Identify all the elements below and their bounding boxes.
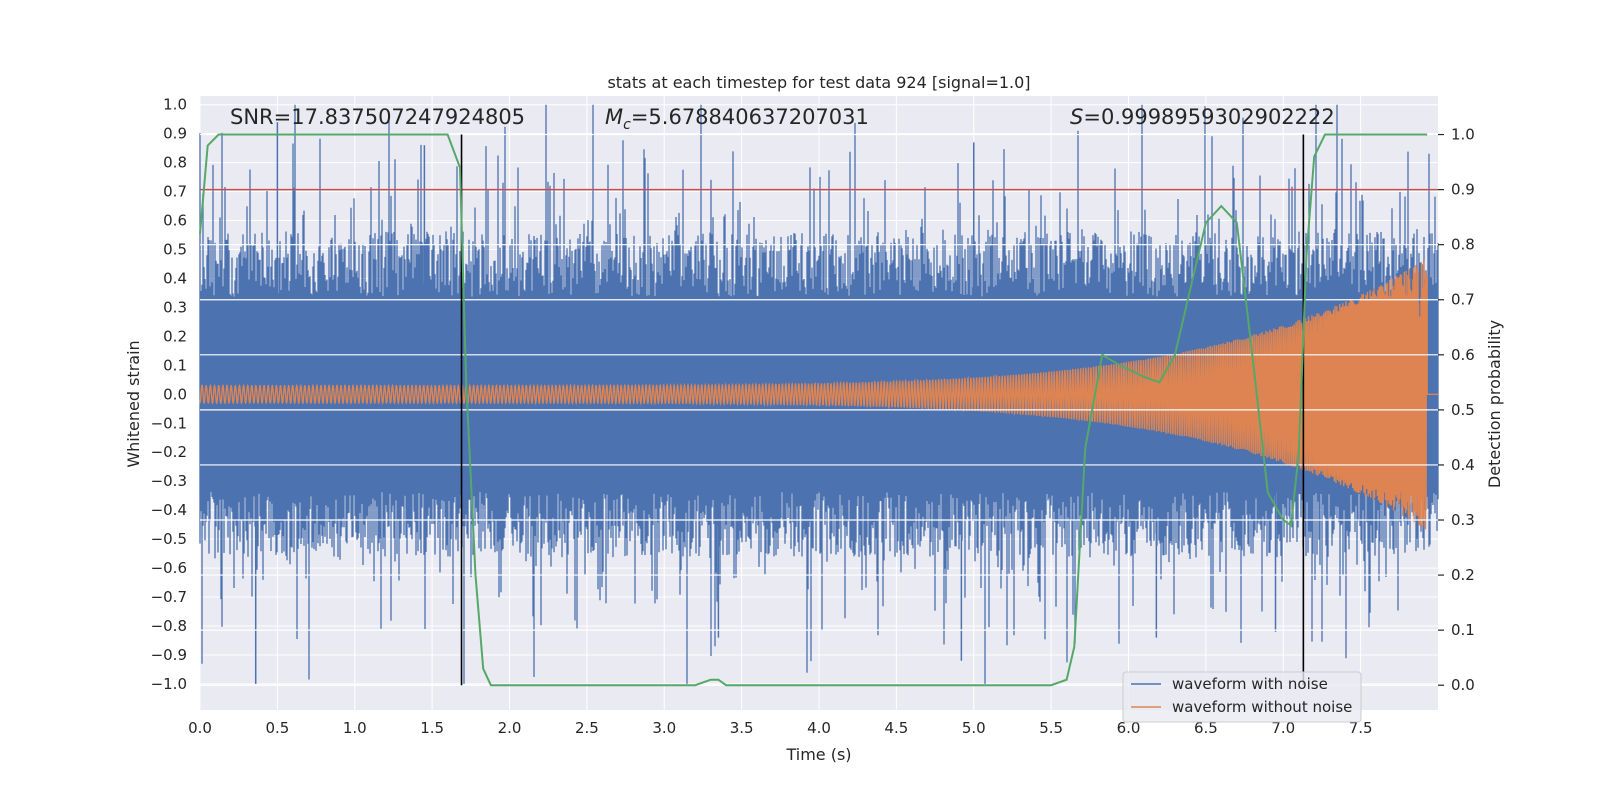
- y-left-tick-label-3: 0.7: [163, 183, 187, 201]
- y-axis-right: 1.0 0.9 0.8 0.7 0.6 0.5 0.4 0.3 0.2 0.1 0.0: [1438, 126, 1475, 694]
- x-tick-label-4: 2.0: [498, 719, 522, 737]
- detection-probability-line: [199, 133, 1428, 687]
- x-tick-label-1: 0.5: [265, 719, 289, 737]
- y-left-tick-label-6: 0.4: [163, 269, 187, 287]
- y-left-tick-label-2: 0.8: [163, 154, 187, 172]
- y-right-tick-label-3: 0.7: [1451, 291, 1475, 309]
- y-right-tick-label-7: 0.3: [1451, 511, 1475, 529]
- y-left-tick-label-12: −0.2: [151, 443, 187, 461]
- x-axis: 0.0 0.5 1.0 1.5 2.0 2.5 3.0 3.5 4.0 4.5 5.0 5.5 6.0 6…: [188, 719, 1372, 737]
- y-right-tick-label-10: 0.0: [1451, 676, 1475, 694]
- x-tick-label-9: 4.5: [884, 719, 908, 737]
- y-axis-left-label: Whitened strain: [124, 340, 143, 467]
- legend-label-clean: waveform without noise: [1172, 698, 1352, 716]
- score-annotation: S=0.9998959302902222: [1070, 105, 1335, 129]
- y-left-tick-label-14: −0.4: [151, 501, 187, 519]
- score-value: =0.9998959302902222: [1083, 105, 1334, 129]
- y-right-tick-label-5: 0.5: [1451, 401, 1475, 419]
- y-left-tick-label-0: 1.0: [163, 96, 187, 114]
- legend-label-noise: waveform with noise: [1172, 675, 1328, 693]
- x-tick-label-11: 5.5: [1039, 719, 1063, 737]
- y-right-tick-label-1: 0.9: [1451, 181, 1475, 199]
- y-left-tick-label-18: −0.8: [151, 617, 187, 635]
- y-left-tick-label-5: 0.5: [163, 241, 187, 259]
- y-left-tick-label-10: 0.0: [163, 385, 187, 403]
- y-left-tick-label-15: −0.5: [151, 530, 187, 548]
- y-right-tick-label-0: 1.0: [1451, 126, 1475, 144]
- clean-waveform-series: [199, 260, 1438, 530]
- x-tick-label-6: 3.0: [652, 719, 676, 737]
- y-right-tick-label-6: 0.4: [1451, 456, 1475, 474]
- y-left-tick-label-1: 0.9: [163, 125, 187, 143]
- x-axis-label: Time (s): [785, 745, 851, 764]
- y-right-tick-label-8: 0.2: [1451, 566, 1475, 584]
- x-tick-label-0: 0.0: [188, 719, 212, 737]
- x-tick-label-13: 6.5: [1194, 719, 1218, 737]
- clean-waveform-trace: [199, 260, 1438, 530]
- x-tick-label-12: 6.0: [1117, 719, 1141, 737]
- y-left-tick-label-16: −0.6: [151, 559, 187, 577]
- chart-title: stats at each timestep for test data 924…: [607, 73, 1030, 92]
- y-left-tick-label-17: −0.7: [151, 588, 187, 606]
- x-tick-label-15: 7.5: [1349, 719, 1373, 737]
- y-right-tick-label-4: 0.6: [1451, 346, 1475, 364]
- score-symbol: S: [1070, 105, 1083, 129]
- legend-box: [1122, 671, 1362, 723]
- chirp-mass-value: =5.678840637207031: [631, 105, 869, 129]
- chirp-mass-subscript: c: [623, 117, 631, 133]
- y-left-tick-label-13: −0.3: [151, 472, 187, 490]
- legend: waveform with noise waveform without noi…: [1122, 671, 1362, 723]
- y-left-tick-label-8: 0.2: [163, 327, 187, 345]
- y-left-tick-label-4: 0.6: [163, 212, 187, 230]
- y-axis-right-label: Detection probability: [1485, 320, 1504, 488]
- y-left-tick-label-20: −1.0: [151, 675, 187, 693]
- chirp-mass-symbol: M: [605, 105, 623, 129]
- y-axis-left: 1.0 0.9 0.8 0.7 0.6 0.5 0.4 0.3 0.2 0.1 0.0 −0.1 −0.…: [151, 96, 187, 693]
- snr-annotation: SNR=17.837507247924805: [230, 105, 525, 129]
- x-tick-label-10: 5.0: [962, 719, 986, 737]
- y-left-tick-label-7: 0.3: [163, 298, 187, 316]
- chirp-mass-annotation: Mc=5.678840637207031: [605, 105, 869, 133]
- x-tick-label-2: 1.0: [343, 719, 367, 737]
- x-tick-label-3: 1.5: [420, 719, 444, 737]
- x-tick-label-8: 4.0: [807, 719, 831, 737]
- x-tick-label-5: 2.5: [575, 719, 599, 737]
- y-left-tick-label-19: −0.9: [151, 646, 187, 664]
- x-tick-label-7: 3.5: [730, 719, 754, 737]
- x-tick-label-14: 7.0: [1271, 719, 1295, 737]
- y-right-tick-label-2: 0.8: [1451, 236, 1475, 254]
- y-left-tick-label-11: −0.1: [151, 414, 187, 432]
- y-right-tick-label-9: 0.1: [1451, 621, 1475, 639]
- noise-waveform-series: [199, 104, 1439, 684]
- y-left-tick-label-9: 0.1: [163, 356, 187, 374]
